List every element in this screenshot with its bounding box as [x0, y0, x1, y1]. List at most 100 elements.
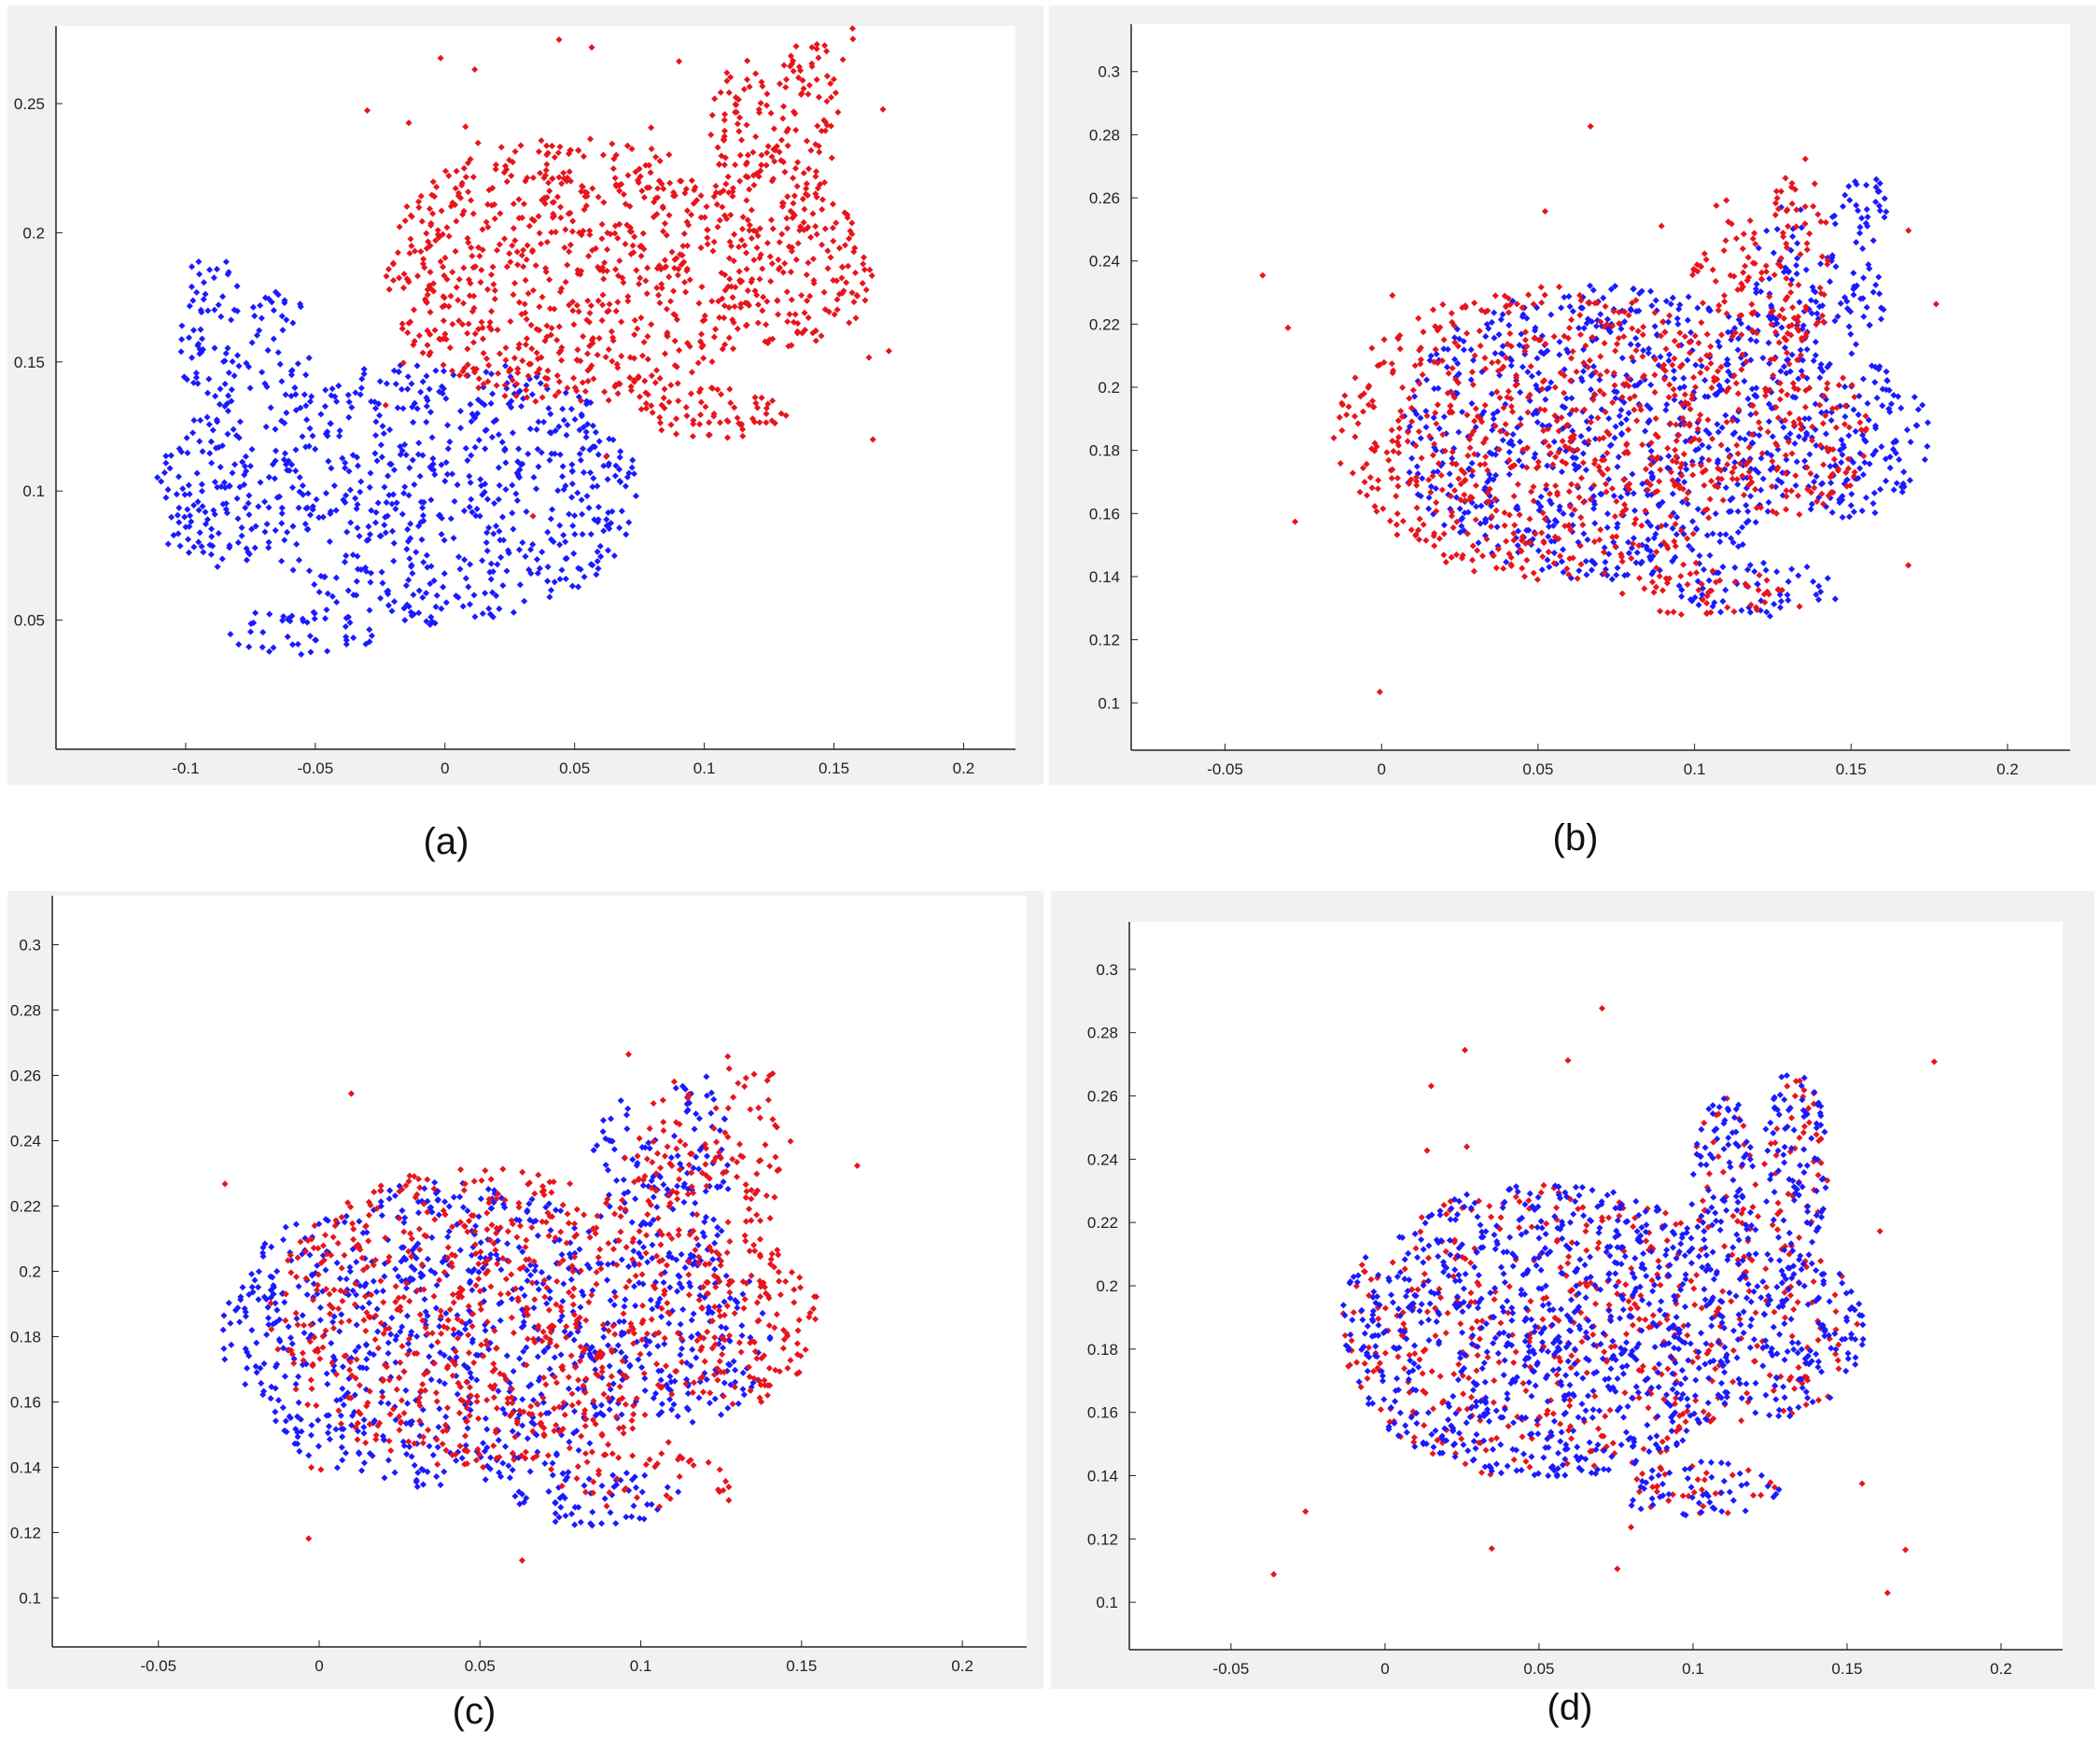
point-blue	[288, 484, 296, 492]
point-blue	[388, 500, 396, 508]
point-blue	[1491, 451, 1500, 458]
point-blue	[571, 1521, 579, 1528]
point-red	[399, 320, 406, 328]
point-red	[1416, 515, 1423, 523]
point-red	[791, 311, 799, 318]
point-red	[1551, 383, 1559, 391]
point-red	[749, 148, 757, 156]
point-blue	[344, 391, 352, 398]
point-blue	[483, 369, 490, 376]
point-blue	[272, 526, 279, 534]
point-red	[648, 402, 655, 410]
point-red	[767, 109, 775, 117]
point-blue	[726, 1361, 734, 1369]
point-blue	[450, 1193, 457, 1201]
point-blue	[1816, 374, 1824, 382]
point-blue	[1630, 535, 1637, 542]
point-blue	[389, 491, 397, 498]
point-blue	[1475, 539, 1482, 547]
point-red	[536, 230, 543, 237]
point-blue	[1670, 367, 1677, 374]
point-red	[1616, 309, 1623, 316]
point-blue	[258, 1379, 265, 1387]
point-blue	[175, 504, 183, 511]
point-blue	[546, 1295, 553, 1303]
point-red	[769, 225, 777, 232]
point-red	[458, 321, 467, 328]
point-blue	[556, 522, 564, 529]
point-red	[642, 399, 650, 407]
point-blue	[247, 620, 255, 627]
point-red	[428, 191, 436, 199]
point-blue	[346, 1263, 354, 1271]
point-red	[399, 325, 406, 332]
point-blue	[357, 391, 364, 398]
point-red	[663, 305, 670, 313]
point-blue	[471, 613, 479, 621]
point-blue	[1591, 435, 1599, 442]
caption-a: (a)	[423, 821, 469, 862]
point-blue	[234, 515, 242, 523]
point-blue	[315, 588, 323, 596]
point-red	[824, 247, 832, 255]
point-blue	[215, 530, 222, 537]
point-blue	[574, 489, 581, 496]
point-blue	[352, 495, 359, 502]
point-red	[1356, 488, 1364, 495]
point-blue	[1430, 414, 1437, 422]
point-blue	[225, 269, 232, 276]
point-red	[406, 249, 413, 258]
point-red	[507, 317, 514, 326]
point-blue	[540, 418, 548, 425]
point-red	[735, 114, 744, 121]
point-blue	[1537, 493, 1545, 500]
point-red	[710, 238, 718, 245]
point-red	[661, 385, 668, 393]
point-red	[441, 254, 449, 261]
point-red	[768, 153, 776, 160]
point-red	[671, 264, 679, 272]
point-red	[598, 301, 607, 309]
point-blue	[1652, 530, 1659, 537]
point-red	[801, 205, 808, 213]
point-red	[507, 258, 514, 266]
point-blue	[690, 1310, 697, 1318]
point-red	[795, 74, 803, 81]
point-red	[440, 361, 447, 369]
point-blue	[279, 617, 287, 624]
point-blue	[520, 1318, 527, 1326]
point-red	[1776, 313, 1784, 320]
point-blue	[546, 593, 553, 601]
point-blue	[294, 640, 301, 648]
point-red	[724, 173, 732, 181]
point-red	[589, 246, 596, 254]
panel-b: -0.05 0 0.05 0.1 0.15 0.2 0.1 0.12 0.14 0.16 0.18 0…	[1049, 6, 2096, 785]
point-red	[1365, 382, 1373, 389]
point-blue	[371, 405, 380, 412]
point-red	[447, 292, 455, 300]
point-blue	[1777, 597, 1785, 605]
point-blue	[414, 1469, 422, 1476]
point-blue	[332, 574, 340, 581]
point-blue	[1839, 451, 1846, 458]
point-blue	[333, 1464, 341, 1471]
point-red	[533, 326, 540, 333]
point-blue	[501, 1443, 510, 1450]
point-blue	[203, 413, 211, 421]
point-red	[1661, 328, 1669, 336]
point-red	[506, 365, 513, 373]
point-red	[1395, 441, 1403, 449]
point-blue	[1440, 413, 1448, 421]
point-blue	[1722, 411, 1729, 419]
point-blue	[311, 580, 318, 588]
point-blue	[1606, 442, 1614, 450]
point-red	[762, 338, 769, 345]
point-red	[851, 269, 860, 276]
point-blue	[734, 1299, 741, 1306]
point-red	[701, 312, 708, 319]
point-blue	[324, 590, 331, 597]
point-blue	[568, 582, 576, 590]
point-red	[833, 219, 840, 227]
point-red	[1493, 388, 1501, 396]
point-red	[663, 231, 670, 239]
